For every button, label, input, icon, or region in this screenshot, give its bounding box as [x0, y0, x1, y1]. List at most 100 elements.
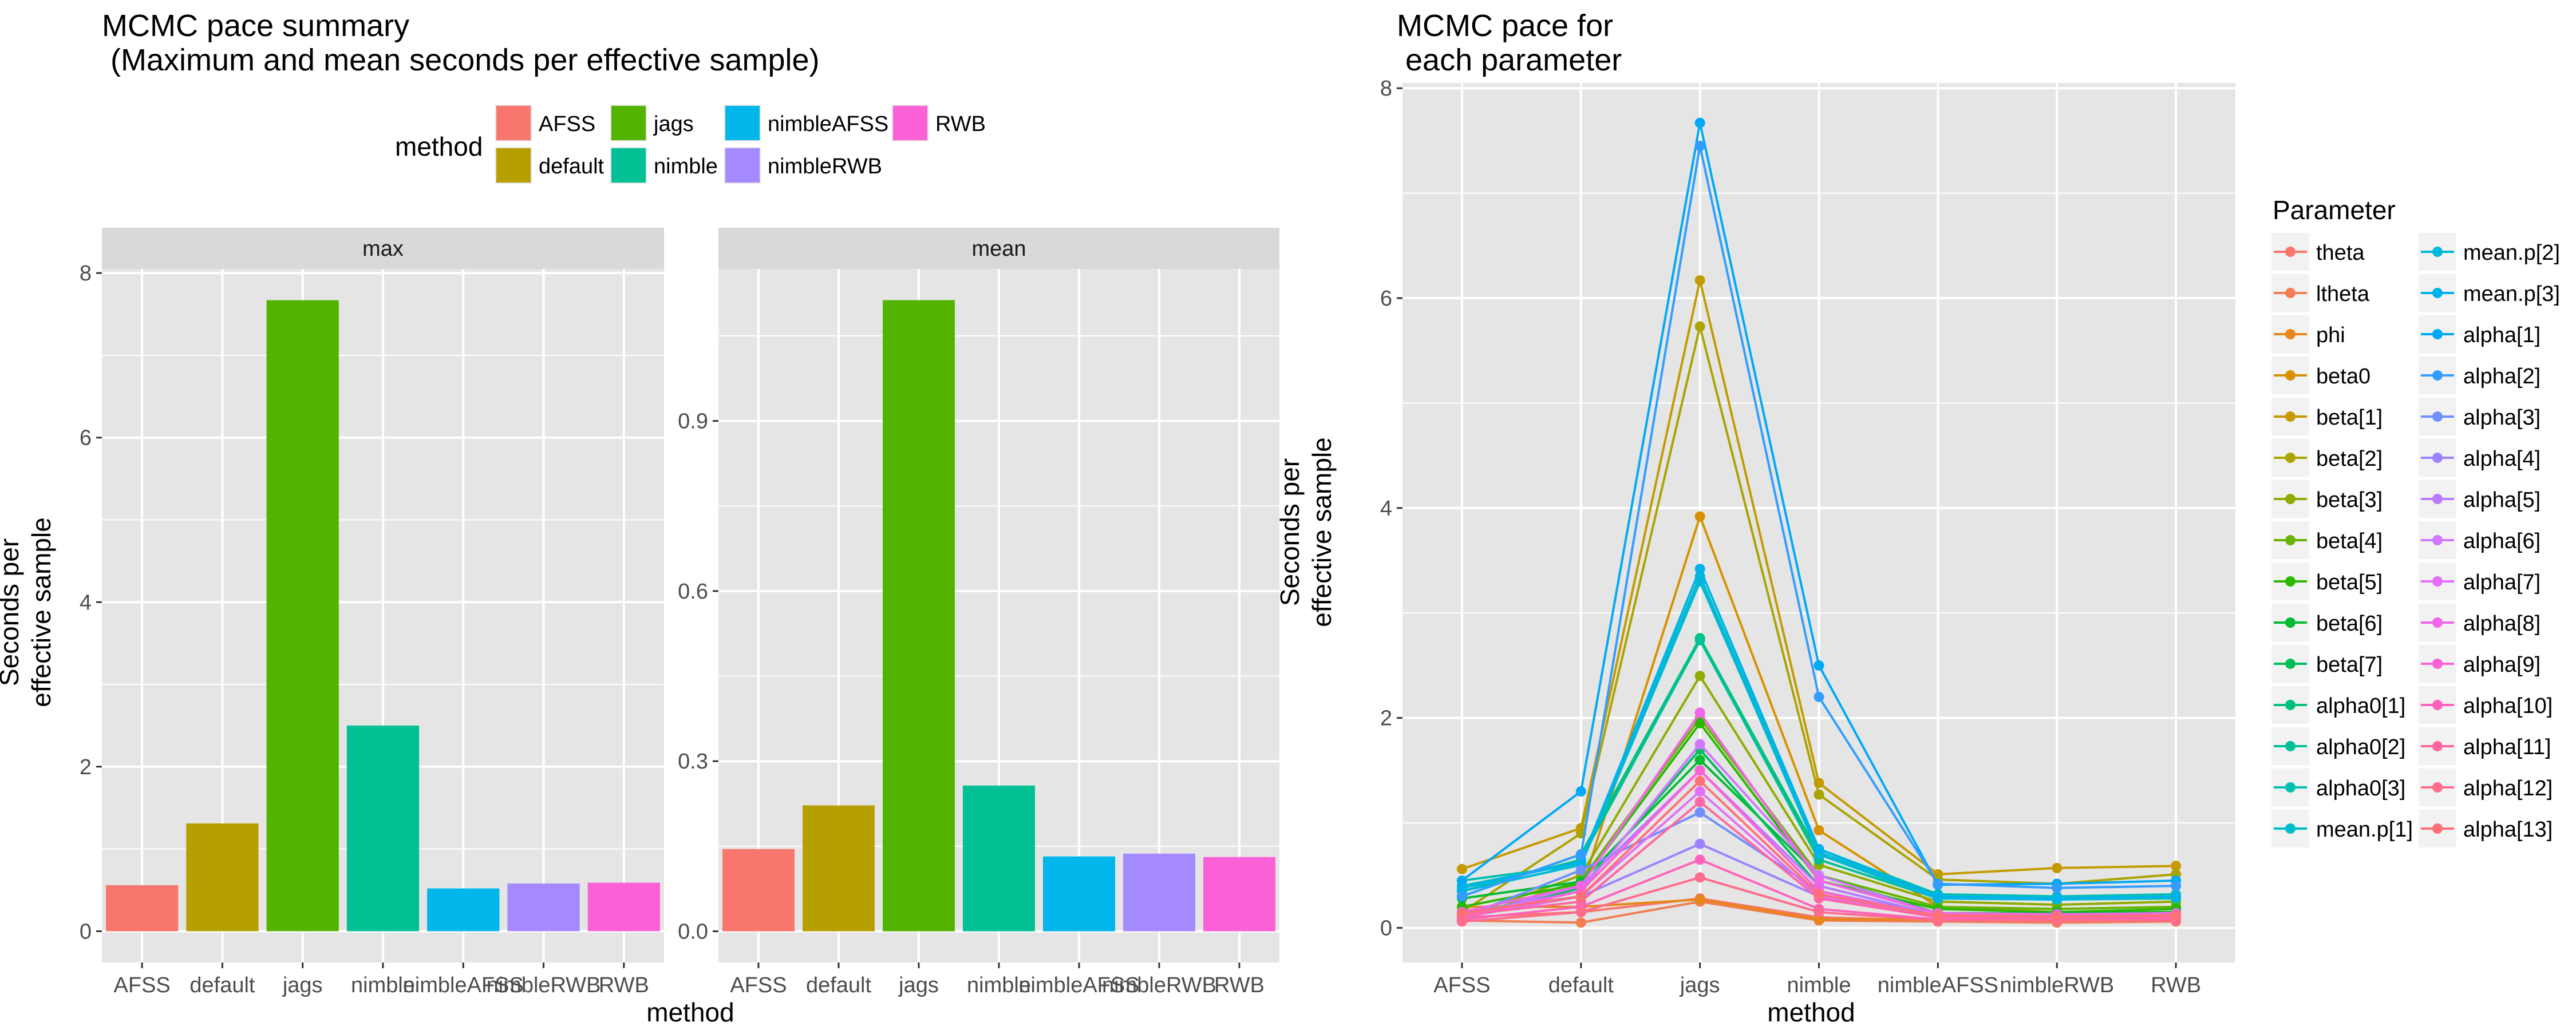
legend-point-alpha[6] — [2432, 535, 2443, 545]
legend-label-alpha0[3]: alpha0[3] — [2316, 777, 2405, 801]
legend-label-theta: theta — [2316, 241, 2365, 265]
legend-label-nimble: nimble — [654, 154, 718, 179]
series-point-beta[5] — [1694, 718, 1705, 728]
legend-label-default: default — [539, 154, 605, 179]
legend-point-alpha[2] — [2432, 370, 2443, 381]
series-point-beta0 — [1814, 825, 1824, 835]
left-y-axis-label: Seconds per effective sample — [0, 517, 56, 707]
legend-label-alpha0[2]: alpha0[2] — [2316, 735, 2405, 759]
legend-swatch-nimbleAFSS — [725, 106, 760, 140]
x-tick-label: nimble — [1787, 973, 1851, 997]
series-point-alpha[11] — [1694, 797, 1705, 807]
y-axis-label-line: effective sample — [1307, 437, 1337, 627]
legend-label-beta[5]: beta[5] — [2316, 571, 2383, 595]
legend-label-alpha[13]: alpha[13] — [2463, 818, 2553, 842]
series-point-alpha[13] — [1456, 908, 1467, 918]
legend-point-alpha0[2] — [2285, 741, 2296, 751]
legend-swatch-jags — [611, 106, 646, 140]
series-point-mean.p[3] — [1694, 564, 1705, 575]
legend-point-beta[4] — [2285, 535, 2296, 545]
legend-label-beta0: beta0 — [2316, 365, 2370, 389]
bar-nimbleRWB — [1123, 853, 1195, 932]
x-tick-label: AFSS — [114, 973, 171, 997]
y-tick-label: 0.0 — [678, 920, 708, 944]
series-point-beta[1] — [1456, 863, 1467, 874]
series-point-mean.p[3] — [2171, 891, 2182, 902]
series-point-alpha[8] — [1814, 875, 1824, 886]
y-tick-label: 0 — [80, 920, 92, 944]
x-tick-label: nimbleAFSS — [403, 973, 524, 997]
legend-label-alpha[7]: alpha[7] — [2463, 571, 2541, 595]
right-chart-title: MCMC pace for each parameter — [1397, 9, 1622, 77]
series-point-alpha[13] — [1694, 775, 1705, 786]
series-point-alpha[13] — [1575, 891, 1586, 902]
legend-label-AFSS: AFSS — [539, 112, 595, 136]
y-tick-label: 0.6 — [678, 580, 708, 604]
series-point-alpha[13] — [2052, 911, 2063, 922]
series-point-phi — [1814, 914, 1824, 925]
x-tick-label: default — [189, 973, 255, 997]
x-tick-label: jags — [1680, 973, 1720, 997]
x-tick-label: nimbleRWB — [487, 973, 601, 997]
parameter-legend-title: Parameter — [2273, 195, 2396, 225]
bar-nimbleRWB — [507, 883, 580, 932]
legend-point-theta — [2285, 247, 2296, 257]
series-point-alpha[2] — [1456, 891, 1467, 902]
y-tick-label: 2 — [80, 755, 92, 779]
x-tick-label: AFSS — [1433, 973, 1490, 997]
x-tick-label: AFSS — [730, 973, 787, 997]
legend-point-mean.p[1] — [2285, 823, 2296, 834]
legend-point-beta[7] — [2285, 659, 2296, 669]
y-tick-label: 8 — [1380, 77, 1392, 101]
legend-point-alpha[7] — [2432, 576, 2443, 587]
x-tick-label: RWB — [599, 973, 649, 997]
series-point-alpha[4] — [1694, 838, 1705, 849]
legend-label-alpha[5]: alpha[5] — [2463, 488, 2541, 512]
y-tick-label: 6 — [1380, 287, 1392, 311]
legend-label-beta[6]: beta[6] — [2316, 612, 2383, 636]
series-point-beta[3] — [1694, 671, 1705, 682]
legend-label-RWB: RWB — [935, 112, 986, 136]
legend-point-beta[5] — [2285, 576, 2296, 587]
series-point-beta[2] — [1694, 321, 1705, 332]
legend-point-alpha[9] — [2432, 659, 2443, 669]
legend-point-phi — [2285, 329, 2296, 339]
legend-label-nimbleRWB: nimbleRWB — [768, 154, 882, 179]
legend-label-alpha[2]: alpha[2] — [2463, 365, 2541, 389]
x-tick-label: nimbleAFSS — [1018, 973, 1139, 997]
legend-label-beta[4]: beta[4] — [2316, 529, 2383, 553]
y-tick-label: 4 — [1380, 497, 1392, 521]
series-point-alpha[2] — [1575, 849, 1586, 860]
legend-point-alpha[4] — [2432, 453, 2443, 463]
series-point-alpha[10] — [1694, 854, 1705, 865]
series-point-alpha[1] — [1694, 117, 1705, 128]
left-x-axis-label: method — [646, 997, 734, 1027]
x-tick-label: jags — [898, 973, 939, 997]
x-tick-label: nimbleAFSS — [1878, 973, 1998, 997]
series-point-alpha[8] — [1694, 707, 1705, 718]
legend-label-beta[1]: beta[1] — [2316, 406, 2383, 430]
series-point-alpha[3] — [1575, 865, 1586, 876]
series-point-alpha[2] — [1694, 141, 1705, 152]
legend-swatch-nimbleRWB — [725, 148, 760, 183]
legend-label-alpha[8]: alpha[8] — [2463, 612, 2541, 636]
bar-nimble — [963, 785, 1035, 932]
legend-point-ltheta — [2285, 288, 2296, 298]
y-tick-label: 0 — [1380, 916, 1392, 940]
legend-swatch-default — [496, 148, 531, 183]
legend-point-alpha[3] — [2432, 411, 2443, 422]
legend-label-alpha[11]: alpha[11] — [2463, 735, 2551, 759]
legend-label-alpha[9]: alpha[9] — [2463, 653, 2541, 677]
legend-label-alpha[4]: alpha[4] — [2463, 447, 2541, 471]
legend-label-alpha[1]: alpha[1] — [2463, 323, 2541, 347]
x-tick-label: nimbleRWB — [1102, 973, 1216, 997]
x-tick-label: default — [806, 973, 872, 997]
bar-jags — [883, 300, 955, 932]
x-tick-label: jags — [282, 973, 323, 997]
legend-label-alpha[10]: alpha[10] — [2463, 694, 2553, 718]
left-chart-title: MCMC pace summary (Maximum and mean seco… — [102, 9, 820, 77]
bar-RWB — [1203, 857, 1275, 932]
series-point-beta0 — [1694, 511, 1705, 522]
